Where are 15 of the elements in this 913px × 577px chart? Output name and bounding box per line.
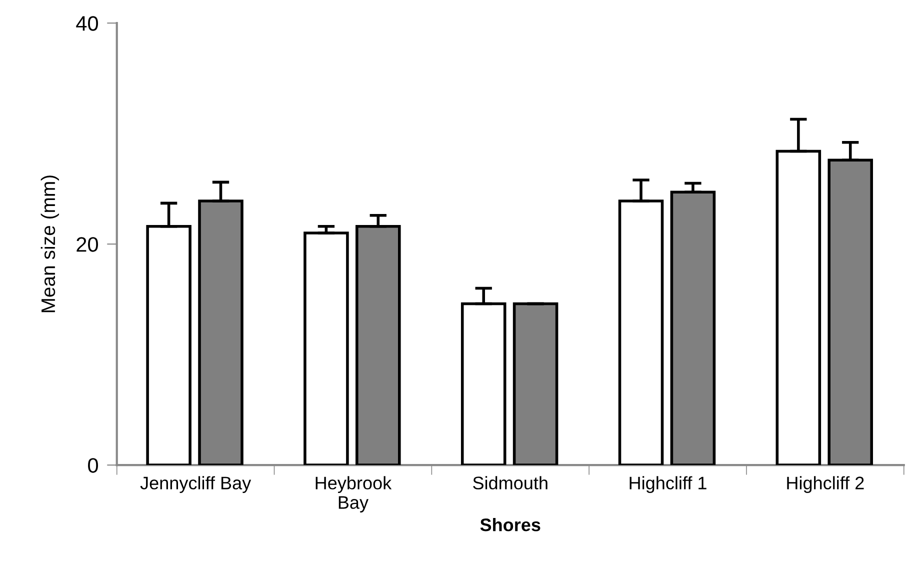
bar	[146, 225, 192, 466]
x-tick-label: Highcliff 2	[787, 476, 864, 494]
x-tick-label: Highcliff 1	[630, 476, 706, 494]
bar	[460, 302, 506, 466]
y-axis-title: Mean size (mm)	[40, 176, 59, 312]
y-tick-label: 40	[76, 16, 98, 31]
x-tick-label: Jennycliff Bay	[140, 476, 252, 494]
y-tick-label: 20	[76, 237, 98, 252]
y-tick-label: 0	[88, 458, 98, 473]
bar	[618, 200, 664, 466]
x-tick-label: Heybrook Bay	[316, 476, 392, 512]
x-tick-label: Sidmouth	[473, 476, 548, 490]
x-axis-title: Shores	[480, 518, 540, 532]
bar	[304, 232, 349, 466]
bar	[776, 150, 822, 466]
